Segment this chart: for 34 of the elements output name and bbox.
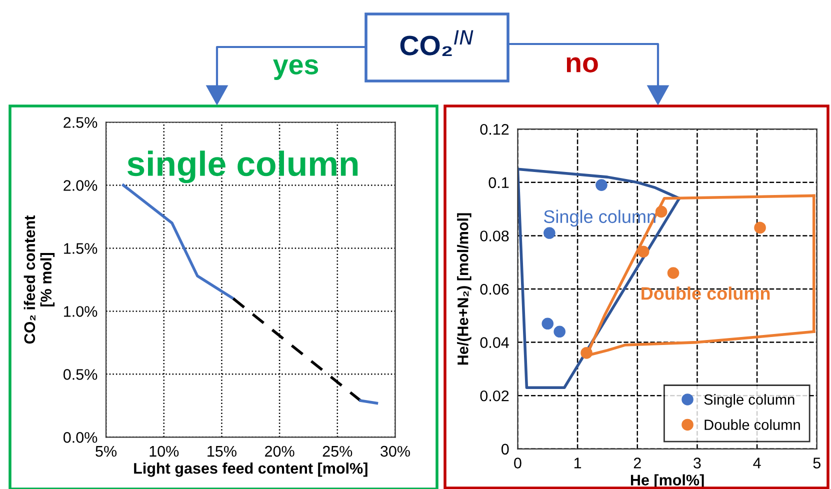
legend-label: Double column (704, 419, 800, 430)
y-tick-label: 0.12 (480, 124, 509, 135)
y-tick-label: 1.5% (64, 243, 98, 254)
x-tick-label: 3 (694, 458, 701, 468)
y-tick-label: 0.1 (488, 177, 509, 188)
text: CO₂$^{IN}$ (400, 30, 474, 56)
y-tick-label: 2.0% (64, 180, 98, 191)
y-axis-title: CO₂ ifeed content [% mol] (24, 215, 55, 344)
y-tick-label: 1.0% (64, 306, 98, 317)
y-tick-label: 2.5% (64, 117, 98, 128)
x-axis-title: Light gases feed content [mol%] (134, 462, 368, 477)
x-tick-label: 5 (813, 458, 820, 468)
x-tick-label: 2 (634, 458, 641, 468)
x-tick-label: 1 (574, 458, 582, 468)
y-tick-label: 0.06 (480, 284, 509, 295)
y-tick-label: 0.5% (63, 369, 98, 380)
text: yes (273, 59, 318, 80)
annotation: single column (128, 150, 358, 184)
x-tick-label: 10% (150, 446, 179, 457)
y-axis-title: He/(He+N₂) [mol/mol] (457, 213, 472, 365)
y-tick-label: 0.02 (480, 390, 509, 402)
x-tick-label: 15% (208, 446, 236, 457)
x-tick-label: 20% (265, 446, 294, 457)
x-tick-label: 0 (514, 458, 522, 468)
y-tick-label: 0.04 (480, 337, 509, 348)
y-tick-label: 0.0% (63, 432, 98, 443)
x-tick-label: 30% (380, 446, 410, 457)
x-tick-label: 5% (96, 446, 117, 457)
y-tick-label: 0.08 (480, 230, 509, 242)
x-tick-label: 4 (753, 458, 761, 468)
annotation: Double column (642, 286, 770, 300)
legend-label: Single column (704, 394, 794, 408)
text: no (566, 57, 598, 72)
x-tick-label: 25% (322, 446, 352, 457)
